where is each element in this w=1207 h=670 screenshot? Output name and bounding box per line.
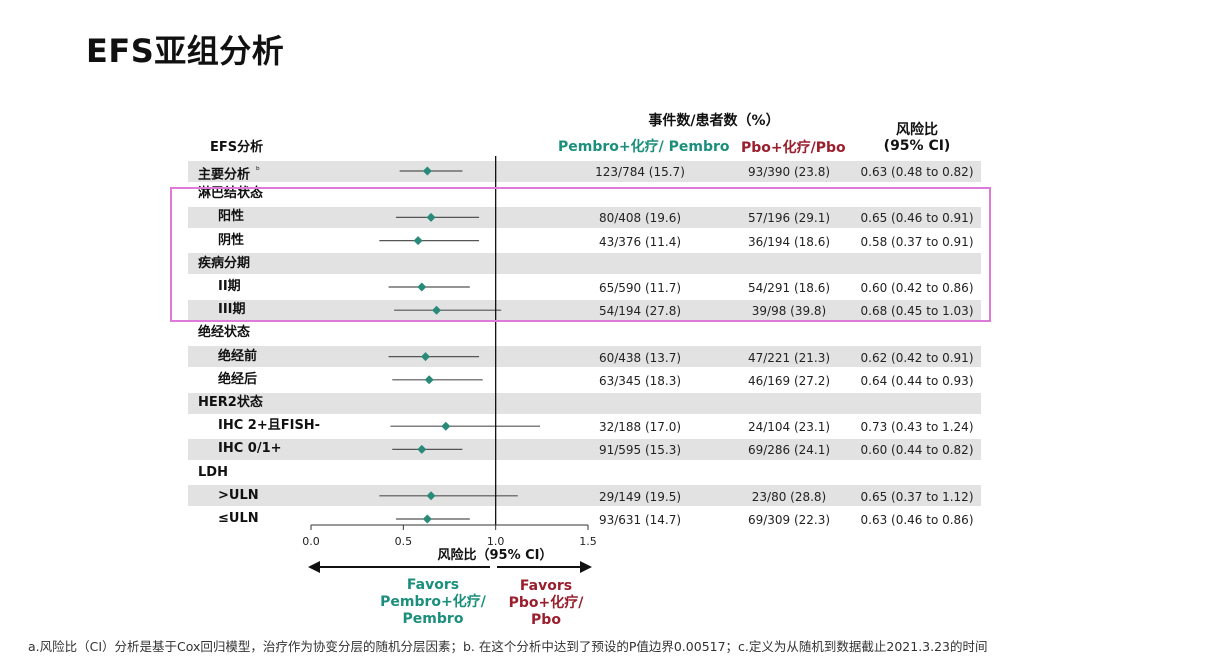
arm2-count: 93/390 (23.8)	[747, 165, 831, 179]
favors-right-label: Favors Pbo+化疗/ Pbo	[496, 578, 596, 629]
arm2-count: 24/104 (23.1)	[747, 420, 831, 435]
group-label: 淋巴结状态	[198, 186, 264, 202]
hazard-ratio-ci: 0.65 (0.46 to 0.91)	[860, 211, 974, 226]
x-tick-label: 0.0	[302, 535, 320, 548]
row-label: 绝经前	[218, 348, 258, 364]
arm2-header: Pbo+化疗/Pbo	[741, 140, 846, 156]
row-label: 阴性	[218, 232, 245, 248]
hr-header-line1: 风险比	[896, 122, 938, 138]
row-label: II期	[218, 279, 241, 294]
row-label: 主要分析 ᵇ	[198, 166, 260, 183]
arm2-count: 57/196 (29.1)	[747, 211, 831, 226]
arm2-count: 46/169 (27.2)	[747, 373, 831, 388]
row-band	[188, 206, 981, 228]
arm1-count: 29/149 (19.5)	[598, 489, 682, 504]
hazard-ratio-ci: 0.62 (0.42 to 0.91)	[860, 350, 974, 365]
row-label: ≤ULN	[218, 511, 259, 526]
arm1-count: 43/376 (11.4)	[598, 234, 682, 249]
hr-marker	[426, 212, 436, 222]
arm2-count: 36/194 (18.6)	[747, 234, 831, 249]
favors-left-label: Favors Pembro+化疗/ Pembro	[373, 577, 493, 628]
arm1-count: 93/631 (14.7)	[598, 513, 682, 527]
x-axis-label: 风险比（95% CI）	[437, 548, 553, 563]
favors-left-line: Pembro	[402, 611, 464, 627]
x-tick-label: 1.0	[487, 535, 505, 548]
row-label: >ULN	[218, 487, 259, 503]
arm1-count: 65/590 (11.7)	[598, 281, 682, 295]
hr-marker	[420, 352, 430, 362]
arm1-header: Pembro+化疗/ Pembro	[558, 139, 730, 155]
highlight-box	[170, 187, 991, 322]
row-label: IHC 2+且FISH-	[218, 418, 321, 434]
row-band	[188, 438, 981, 460]
favors-left-line: Pembro+化疗/	[380, 594, 486, 610]
arm1-count: 54/194 (27.8)	[598, 304, 682, 319]
favors-right-line: Favors	[519, 578, 573, 594]
arm1-count: 91/595 (15.3)	[598, 443, 682, 458]
row-band	[188, 392, 981, 414]
hr-marker	[426, 491, 436, 501]
hazard-ratio-ci: 0.63 (0.46 to 0.86)	[860, 513, 974, 527]
analysis-header: EFS分析	[210, 140, 264, 155]
group-label: LDH	[198, 464, 228, 480]
hr-marker	[432, 305, 442, 315]
group-label: 疾病分期	[198, 255, 251, 271]
arm2-count: 23/80 (28.8)	[751, 489, 827, 504]
hr-marker	[441, 421, 451, 431]
hr-marker	[422, 166, 432, 176]
row-label: III期	[218, 302, 246, 318]
arm1-count: 80/408 (19.6)	[598, 211, 682, 226]
footnote: a.风险比（CI）分析是基于Cox回归模型，治疗作为协变分层的随机分层因素；b.…	[28, 639, 988, 654]
row-label: IHC 0/1+	[218, 441, 282, 457]
arm1-count: 32/188 (17.0)	[598, 420, 682, 435]
hr-marker	[417, 282, 427, 292]
arm2-count: 54/291 (18.6)	[747, 281, 831, 295]
hazard-ratio-ci: 0.63 (0.48 to 0.82)	[860, 165, 974, 179]
page-title: EFS亚组分析	[86, 32, 285, 70]
arm1-count: 123/784 (15.7)	[595, 165, 685, 179]
arm1-count: 60/438 (13.7)	[598, 350, 682, 365]
row-label: 绝经后	[218, 371, 258, 387]
arm2-count: 39/98 (39.8)	[751, 304, 827, 319]
favors-right-arrow-head	[580, 561, 592, 573]
hr-marker	[417, 444, 427, 454]
hazard-ratio-ci: 0.60 (0.42 to 0.86)	[860, 281, 974, 295]
favors-right-line: Pbo+化疗/	[508, 595, 584, 611]
row-label: 阳性	[218, 209, 245, 225]
hr-header-line2: (95% CI)	[883, 138, 951, 154]
hazard-ratio-ci: 0.68 (0.45 to 1.03)	[860, 304, 974, 319]
row-band	[188, 253, 981, 275]
hazard-ratio-ci: 0.60 (0.44 to 0.82)	[860, 443, 974, 458]
favors-left-line: Favors	[406, 577, 460, 593]
group-label: HER2状态	[198, 395, 263, 410]
hazard-ratio-ci: 0.73 (0.43 to 1.24)	[860, 420, 974, 435]
events-header: 事件数/患者数（%）	[648, 113, 780, 129]
favors-left-arrow-head	[308, 561, 320, 573]
hazard-ratio-ci: 0.65 (0.37 to 1.12)	[860, 489, 974, 504]
group-label: 绝经状态	[198, 325, 251, 341]
x-tick-label: 0.5	[395, 535, 413, 548]
hr-marker	[413, 236, 423, 246]
arm1-count: 63/345 (18.3)	[598, 373, 682, 388]
row-band	[188, 346, 981, 368]
x-tick-label: 1.5	[579, 535, 597, 548]
hazard-ratio-ci: 0.64 (0.44 to 0.93)	[860, 373, 974, 388]
arm2-count: 69/286 (24.1)	[747, 443, 831, 458]
hr-marker	[424, 375, 434, 385]
arm2-count: 69/309 (22.3)	[747, 513, 831, 527]
hr-marker	[422, 514, 432, 524]
row-band	[188, 485, 981, 507]
hazard-ratio-ci: 0.58 (0.37 to 0.91)	[860, 234, 974, 249]
footnote-mark: ᵇ	[256, 166, 260, 176]
row-band	[188, 160, 981, 182]
favors-right-line: Pbo	[531, 612, 561, 628]
arm2-count: 47/221 (21.3)	[747, 350, 831, 365]
row-band	[188, 299, 981, 321]
